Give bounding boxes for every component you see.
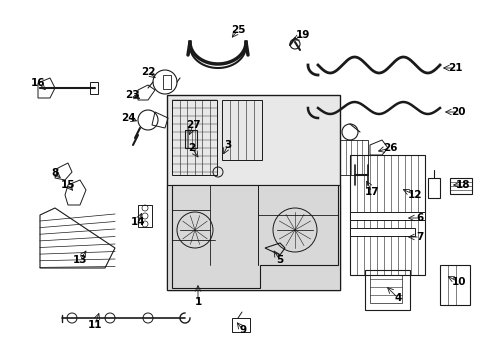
Text: 9: 9	[239, 325, 246, 335]
Polygon shape	[40, 208, 115, 268]
Text: 15: 15	[61, 180, 75, 190]
Bar	[167, 95, 339, 290]
Text: 2: 2	[188, 143, 195, 153]
Text: 6: 6	[415, 213, 423, 223]
Text: 3: 3	[224, 140, 231, 150]
Text: 4: 4	[393, 293, 401, 303]
Text: 21: 21	[447, 63, 461, 73]
Text: 19: 19	[295, 30, 309, 40]
Text: 27: 27	[185, 120, 200, 130]
Bar	[138, 205, 152, 227]
Bar	[349, 212, 424, 220]
Text: 25: 25	[230, 25, 245, 35]
Text: 10: 10	[451, 277, 465, 287]
Text: 24: 24	[121, 113, 135, 123]
Text: 13: 13	[73, 255, 87, 265]
Bar	[222, 100, 262, 160]
Text: 20: 20	[450, 107, 464, 117]
Bar	[167, 185, 339, 290]
Text: 18: 18	[455, 180, 469, 190]
Text: 8: 8	[51, 168, 59, 178]
Text: 11: 11	[87, 320, 102, 330]
Bar	[184, 130, 197, 148]
Bar	[339, 140, 367, 175]
Bar	[231, 318, 249, 332]
Text: 22: 22	[141, 67, 155, 77]
Text: 17: 17	[364, 187, 379, 197]
Bar	[163, 75, 171, 89]
Bar	[449, 178, 471, 194]
Text: 1: 1	[194, 297, 201, 307]
Text: 16: 16	[31, 78, 45, 88]
Bar	[369, 275, 401, 303]
Text: 23: 23	[124, 90, 139, 100]
Bar	[349, 228, 414, 236]
Text: 12: 12	[407, 190, 421, 200]
Text: 14: 14	[130, 217, 145, 227]
Text: 5: 5	[276, 255, 283, 265]
Text: 7: 7	[415, 232, 423, 242]
Bar	[172, 100, 217, 175]
Text: 26: 26	[382, 143, 396, 153]
Polygon shape	[172, 185, 337, 288]
Bar	[349, 155, 424, 275]
